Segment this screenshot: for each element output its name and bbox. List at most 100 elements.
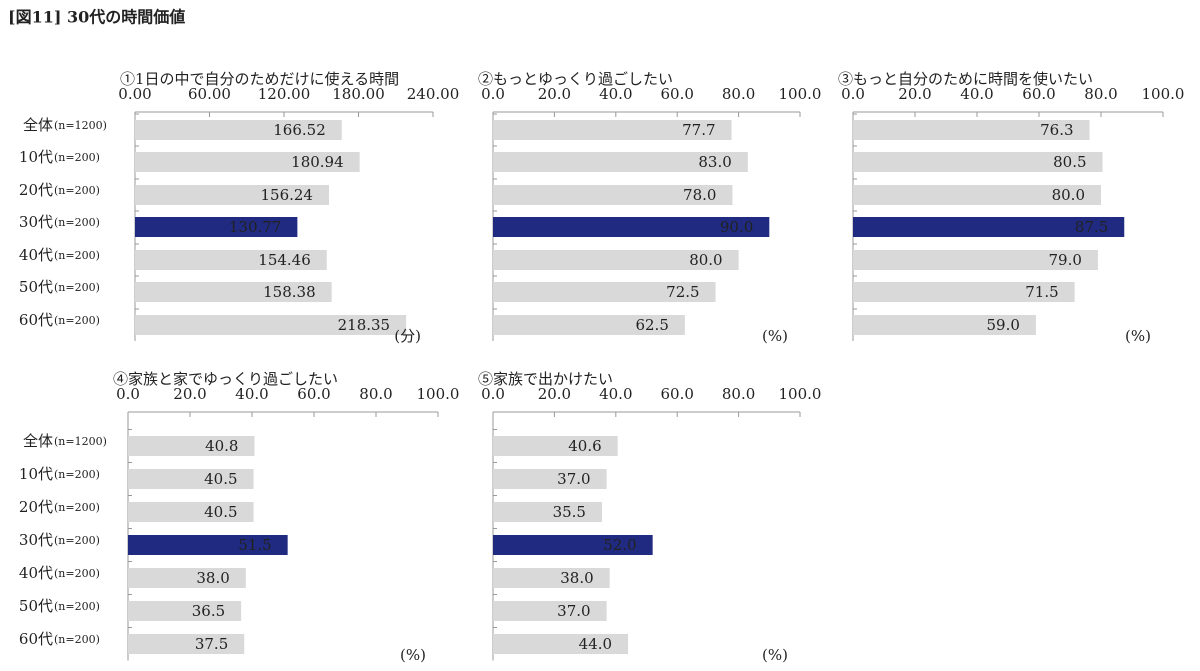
bar	[493, 568, 610, 588]
value-label: 40.8	[205, 437, 238, 455]
x-tick-label: 100.0	[1142, 85, 1185, 103]
x-tick-label: 40.0	[599, 85, 632, 103]
value-label: 77.7	[682, 121, 715, 139]
bar	[128, 436, 255, 456]
value-label: 130.77	[229, 218, 282, 236]
bar	[493, 185, 733, 205]
value-label: 44.0	[579, 635, 612, 653]
category-label: 30代	[19, 531, 53, 549]
value-label: 52.0	[603, 536, 636, 554]
bar	[493, 535, 653, 555]
bar	[135, 217, 298, 237]
value-label: 38.0	[560, 569, 593, 587]
x-tick-label: 60.0	[1022, 85, 1055, 103]
sample-size: (n=200)	[54, 184, 100, 197]
bar	[128, 601, 242, 621]
unit-label: (%)	[762, 327, 788, 345]
value-label: 36.5	[192, 602, 225, 620]
value-label: 40.5	[204, 470, 237, 488]
value-label: 158.38	[263, 283, 316, 301]
x-tick-label: 80.0	[1084, 85, 1117, 103]
sample-size: (n=200)	[54, 468, 100, 481]
unit-label: (%)	[1125, 327, 1151, 345]
category-label: 30代	[19, 213, 53, 231]
bar	[493, 282, 716, 302]
value-label: 78.0	[683, 186, 716, 204]
value-label: 35.5	[553, 503, 586, 521]
value-label: 40.5	[204, 503, 237, 521]
bar	[128, 634, 245, 654]
bar	[135, 315, 407, 335]
category-label: 40代	[19, 246, 53, 264]
value-label: 38.0	[196, 569, 229, 587]
value-label: 80.5	[1053, 153, 1086, 171]
bar	[493, 120, 732, 140]
bar	[128, 469, 254, 489]
x-tick-label: 240.00	[407, 85, 460, 103]
bar	[493, 152, 748, 172]
x-tick-label: 60.0	[660, 85, 693, 103]
chart-title: ⑤家族で出かけたい	[478, 370, 613, 388]
value-label: 80.0	[689, 251, 722, 269]
value-label: 90.0	[720, 218, 753, 236]
category-label: 60代	[19, 311, 53, 329]
value-label: 40.6	[568, 437, 601, 455]
sample-size: (n=200)	[54, 600, 100, 613]
sample-size: (n=1200)	[54, 119, 107, 132]
sample-size: (n=1200)	[54, 435, 107, 448]
sample-size: (n=200)	[54, 567, 100, 580]
value-label: 37.5	[195, 635, 228, 653]
sample-size: (n=200)	[54, 633, 100, 646]
chart-title: ④家族と家でゆっくり過ごしたい	[113, 370, 338, 388]
value-label: 166.52	[273, 121, 326, 139]
x-tick-label: 20.0	[538, 385, 571, 403]
x-tick-label: 80.0	[722, 85, 755, 103]
bar	[493, 634, 629, 654]
x-tick-label: 100.0	[779, 85, 822, 103]
x-tick-label: 0.0	[116, 385, 140, 403]
bar	[853, 282, 1075, 302]
value-label: 62.5	[635, 316, 668, 334]
x-tick-label: 20.0	[538, 85, 571, 103]
value-label: 37.0	[557, 602, 590, 620]
x-tick-label: 0.0	[841, 85, 865, 103]
sample-size: (n=200)	[54, 281, 100, 294]
sample-size: (n=200)	[54, 216, 100, 229]
bar	[135, 120, 342, 140]
bar	[493, 315, 685, 335]
x-tick-label: 80.0	[359, 385, 392, 403]
x-tick-label: 80.0	[722, 385, 755, 403]
x-tick-label: 0.0	[481, 385, 505, 403]
x-tick-label: 100.0	[417, 385, 460, 403]
unit-label: (%)	[400, 646, 426, 664]
value-label: 79.0	[1048, 251, 1081, 269]
x-tick-label: 20.0	[898, 85, 931, 103]
bar	[853, 185, 1101, 205]
sample-size: (n=200)	[54, 501, 100, 514]
value-label: 83.0	[698, 153, 731, 171]
category-label: 全体	[23, 116, 53, 134]
bar	[853, 152, 1103, 172]
category-label: 40代	[19, 564, 53, 582]
bar	[493, 469, 607, 489]
bar	[135, 185, 329, 205]
chart-title: ③もっと自分のために時間を使いたい	[838, 70, 1093, 88]
value-label: 180.94	[291, 153, 344, 171]
value-label: 76.3	[1040, 121, 1073, 139]
category-label: 10代	[19, 465, 53, 483]
x-tick-label: 60.0	[297, 385, 330, 403]
value-label: 59.0	[986, 316, 1019, 334]
figure-title: [図11] 30代の時間価値	[8, 8, 185, 27]
category-label: 10代	[19, 148, 53, 166]
bar	[493, 601, 607, 621]
bar	[493, 436, 618, 456]
bar	[853, 120, 1090, 140]
category-label: 20代	[19, 181, 53, 199]
bar	[853, 315, 1036, 335]
bar	[128, 535, 288, 555]
chart-title: ②もっとゆっくり過ごしたい	[478, 70, 673, 88]
bar	[493, 250, 739, 270]
value-label: 72.5	[666, 283, 699, 301]
x-tick-label: 20.0	[173, 385, 206, 403]
value-label: 80.0	[1052, 186, 1085, 204]
